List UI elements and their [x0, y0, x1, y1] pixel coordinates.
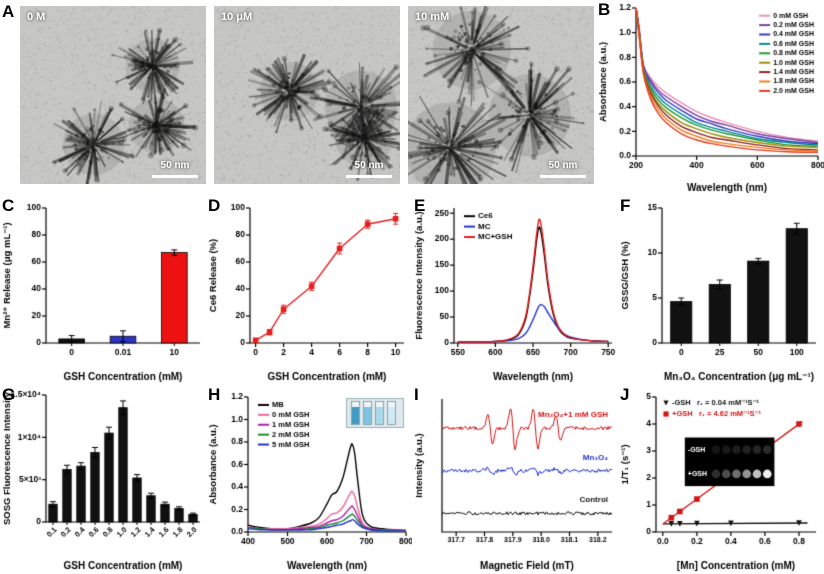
tem-scalebar-10mm: 50 nm — [540, 155, 586, 178]
tem-scalebar-0m: 50 nm — [152, 155, 198, 178]
tem-canvas-0m — [20, 6, 206, 184]
tem-image-0m: 0 M 50 nm — [20, 6, 206, 184]
tem-annotation-10um: 10 μM — [221, 11, 253, 23]
panel-j-relaxivity: J — [618, 385, 824, 574]
panel-h-mb-absorbance: H — [206, 385, 412, 574]
esr-spectra-chart — [412, 385, 618, 574]
mn-release-bar-chart — [0, 196, 206, 385]
panel-letter-g: G — [2, 385, 16, 404]
panel-letter-f: F — [620, 196, 631, 215]
tem-scalebar-label-10mm: 50 nm — [548, 160, 578, 171]
panel-i-esr: I — [412, 385, 618, 574]
sosg-fluorescence-bar-chart — [0, 385, 206, 574]
tem-scalebar-line-0m — [152, 175, 198, 178]
panel-f-gssg-gsh: F — [618, 196, 824, 385]
panel-e-fluorescence: E — [412, 196, 618, 385]
tem-image-10mm: 10 mM 50 nm — [408, 6, 594, 184]
gssg-gsh-bar-chart — [618, 196, 824, 385]
panel-a-tem: A 0 M 50 nm 10 μM 50 nm 10 mM 50 nm — [0, 0, 596, 196]
tem-annotation-0m: 0 M — [27, 11, 46, 23]
tem-image-10um: 10 μM 50 nm — [214, 6, 400, 184]
relaxivity-scatter-chart — [618, 385, 824, 574]
panel-letter-j: J — [620, 385, 630, 404]
tem-scalebar-10um: 50 nm — [346, 155, 392, 178]
panel-letter-b: B — [598, 0, 611, 19]
tem-canvas-10mm — [408, 6, 594, 184]
tem-canvas-10um — [214, 6, 400, 184]
panel-letter-e: E — [414, 196, 426, 215]
panel-c-mn-release: C — [0, 196, 206, 385]
panel-b-uvvis: B — [596, 0, 824, 196]
mb-degradation-chart — [206, 385, 412, 574]
uvvis-absorbance-chart — [596, 0, 824, 196]
panel-g-sosg: G — [0, 385, 206, 574]
panel-letter-a: A — [2, 2, 15, 21]
fluorescence-spectra-chart — [412, 196, 618, 385]
panel-letter-h: H — [208, 385, 221, 404]
tem-scalebar-line-10mm — [540, 175, 586, 178]
tem-scalebar-label-10um: 50 nm — [354, 160, 384, 171]
tem-annotation-10mm: 10 mM — [415, 11, 450, 23]
tem-scalebar-line-10um — [346, 175, 392, 178]
panel-letter-i: I — [414, 385, 419, 404]
panel-letter-d: D — [208, 196, 221, 215]
panel-letter-c: C — [2, 196, 15, 215]
tem-scalebar-label-0m: 50 nm — [160, 160, 190, 171]
ce6-release-line-chart — [206, 196, 412, 385]
panel-d-ce6-release: D — [206, 196, 412, 385]
